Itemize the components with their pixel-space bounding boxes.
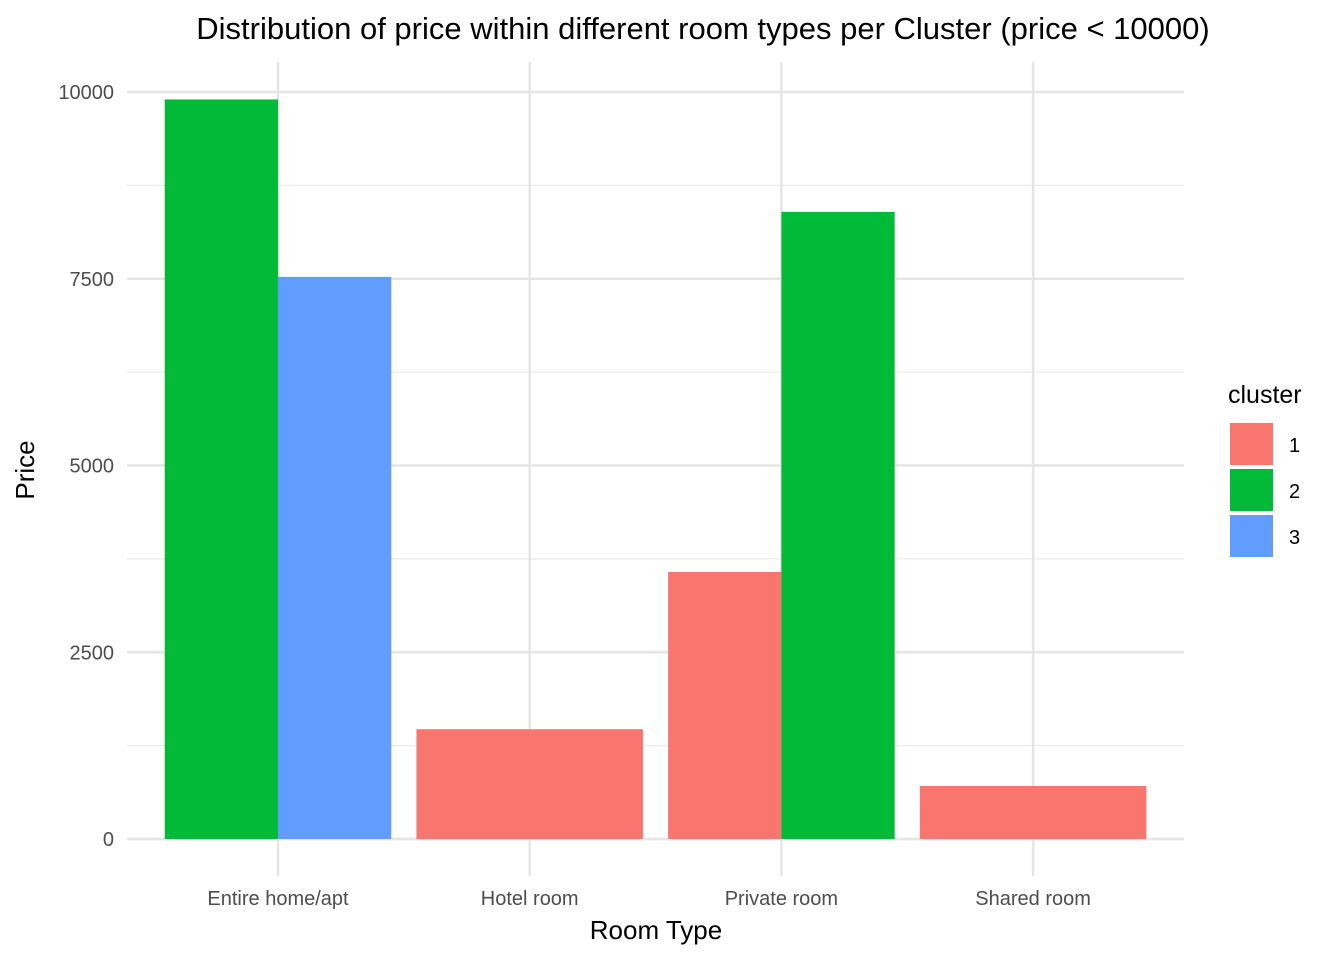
y-tick-label: 0: [103, 829, 114, 851]
legend-swatch-1: [1230, 423, 1273, 465]
y-tick-label: 10000: [58, 82, 114, 104]
tick-labels: 0 2500 5000 7500 10000 Entire home/apt Hotel r…: [58, 82, 1091, 910]
y-tick-label: 5000: [70, 456, 115, 478]
x-tick-label: Shared room: [975, 888, 1091, 910]
bar-private-room-cluster-2: [781, 211, 895, 839]
legend: cluster 1 2 3: [1228, 381, 1302, 557]
y-axis-label: Price: [10, 440, 40, 499]
chart-title: Distribution of price within different r…: [196, 11, 1209, 46]
legend-swatch-3: [1230, 515, 1273, 557]
legend-label-1: 1: [1289, 435, 1300, 457]
bar-shared-room-cluster-1: [919, 785, 1147, 839]
legend-label-2: 2: [1289, 481, 1300, 503]
legend-title: cluster: [1228, 381, 1302, 409]
x-tick-label: Entire home/apt: [207, 888, 349, 910]
legend-label-3: 3: [1289, 527, 1300, 549]
bars: [164, 99, 1147, 840]
bar-hotel-room-cluster-1: [416, 729, 643, 839]
legend-swatch-2: [1230, 469, 1273, 511]
x-axis-label: Room Type: [590, 915, 722, 945]
bar-entire-home-apt-cluster-3: [278, 276, 392, 839]
bar-entire-home-apt-cluster-2: [164, 99, 278, 840]
x-tick-label: Private room: [725, 888, 838, 910]
x-tick-label: Hotel room: [481, 888, 579, 910]
bar-private-room-cluster-1: [668, 571, 782, 839]
y-tick-label: 7500: [70, 269, 115, 291]
y-tick-label: 2500: [70, 642, 115, 664]
